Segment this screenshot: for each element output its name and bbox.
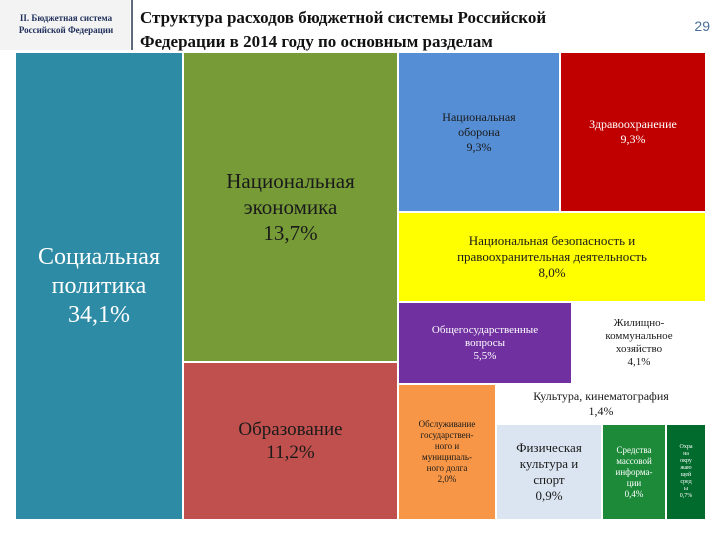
section-header-box	[0, 0, 130, 50]
page-number: 29	[694, 18, 710, 34]
treemap-cell-national-economy: Национальная экономика 13,7%	[183, 52, 398, 362]
treemap-cell-sport: Физическая культура и спорт 0,9%	[496, 424, 602, 520]
section-label: II. Бюджетная система Российской Федерац…	[18, 13, 114, 35]
treemap-cell-environment: Охра на окру жаю щей сред ы 0,7%	[666, 424, 706, 520]
cell-label-culture: Культура, кинематография 1,4%	[533, 389, 669, 418]
treemap-cell-general-issues: Общегосударственные вопросы 5,5%	[398, 302, 572, 384]
treemap-cell-education: Образование 11,2%	[183, 362, 398, 520]
cell-label-healthcare: Здравоохранение 9,3%	[589, 117, 677, 146]
page-title: Структура расходов бюджетной системы Рос…	[140, 8, 547, 51]
treemap-cell-national-defense: Национальная оборона 9,3%	[398, 52, 560, 212]
cell-label-education: Образование 11,2%	[238, 419, 343, 463]
cell-label-national-security: Национальная безопасность и правоохранит…	[457, 233, 647, 280]
treemap-cell-national-security: Национальная безопасность и правоохранит…	[398, 212, 706, 302]
cell-label-housing-utilities: Жилищно- коммунальное хозяйство 4,1%	[605, 317, 673, 368]
cell-label-sport: Физическая культура и спорт 0,9%	[516, 440, 582, 503]
cell-label-debt-service: Обслуживание государствен- ного и муници…	[418, 419, 476, 484]
treemap-cell-housing-utilities: Жилищно- коммунальное хозяйство 4,1%	[572, 302, 706, 384]
cell-label-environment: Охра на окру жаю щей сред ы 0,7%	[679, 444, 693, 499]
treemap-cell-culture: Культура, кинематография 1,4%	[496, 384, 706, 424]
cell-label-mass-media: Средства массовой информа- ции 0,4%	[615, 444, 653, 499]
treemap-cell-debt-service: Обслуживание государствен- ного и муници…	[398, 384, 496, 520]
treemap-cell-mass-media: Средства массовой информа- ции 0,4%	[602, 424, 666, 520]
header-divider	[131, 0, 133, 50]
cell-label-national-economy: Национальная экономика 13,7%	[226, 169, 355, 245]
treemap-cell-social-policy: Социальная политика 34,1%	[15, 52, 183, 520]
treemap-cell-healthcare: Здравоохранение 9,3%	[560, 52, 706, 212]
cell-label-general-issues: Общегосударственные вопросы 5,5%	[431, 323, 539, 362]
cell-label-national-defense: Национальная оборона 9,3%	[442, 109, 516, 154]
cell-label-social-policy: Социальная политика 34,1%	[37, 243, 160, 328]
